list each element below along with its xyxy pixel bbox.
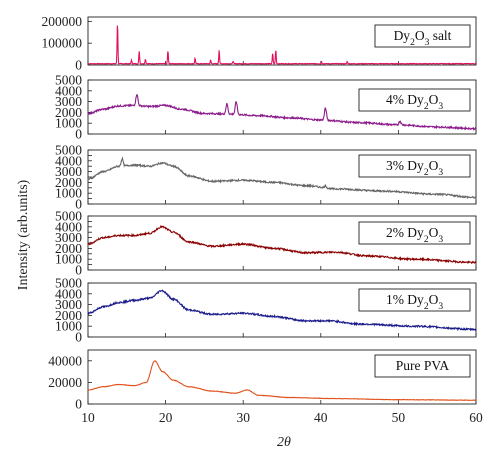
y-tick-label: 1000 bbox=[55, 116, 82, 131]
x-tick-label: 50 bbox=[392, 410, 406, 425]
y-tick-label: 0 bbox=[75, 197, 82, 212]
y-tick-label: 5000 bbox=[55, 73, 82, 88]
legend-box bbox=[358, 221, 471, 245]
x-tick-label: 40 bbox=[314, 410, 328, 425]
y-tick-label: 200000 bbox=[42, 14, 83, 29]
y-tick-label: 0 bbox=[75, 58, 82, 73]
y-tick-label: 5000 bbox=[55, 209, 82, 224]
legend-label: Dy2O3 salt bbox=[394, 28, 452, 48]
y-tick-label: 3000 bbox=[55, 297, 82, 312]
y-tick-label: 4000 bbox=[55, 219, 82, 234]
x-axis-title: 2θ bbox=[277, 435, 291, 450]
series-line bbox=[87, 224, 477, 265]
y-tick-label: 3000 bbox=[55, 230, 82, 245]
series-line bbox=[87, 289, 477, 332]
legend-label: 2% Dy2O3 bbox=[386, 225, 443, 245]
y-tick-label: 1000 bbox=[55, 186, 82, 201]
series-line bbox=[87, 360, 477, 402]
x-tick-label: 10 bbox=[81, 410, 95, 425]
x-tick-label: 60 bbox=[469, 410, 483, 425]
y-tick-label: 0 bbox=[75, 330, 82, 345]
y-tick-label: 4000 bbox=[55, 83, 82, 98]
y-tick-label: 0 bbox=[75, 263, 82, 278]
y-tick-label: 2000 bbox=[55, 308, 82, 323]
legend-box bbox=[374, 354, 471, 378]
y-tick-label: 1000 bbox=[55, 319, 82, 334]
y-tick-label: 4000 bbox=[55, 153, 82, 168]
y-tick-label: 0 bbox=[75, 127, 82, 142]
x-tick-label: 20 bbox=[159, 410, 173, 425]
legend-box bbox=[358, 88, 471, 112]
legend-label: 4% Dy2O3 bbox=[386, 92, 443, 112]
y-axis-title: Intensity (arb.units) bbox=[16, 179, 31, 290]
y-tick-label: 2000 bbox=[55, 175, 82, 190]
y-tick-label: 5000 bbox=[55, 276, 82, 291]
series-line bbox=[87, 94, 477, 131]
y-tick-label: 20000 bbox=[48, 375, 82, 390]
y-tick-label: 3000 bbox=[55, 164, 82, 179]
y-tick-label: 40000 bbox=[48, 353, 82, 368]
y-tick-label: 2000 bbox=[55, 105, 82, 120]
series-line bbox=[87, 25, 477, 65]
y-tick-label: 5000 bbox=[55, 143, 82, 158]
y-tick-label: 100000 bbox=[42, 36, 83, 51]
panel-frame bbox=[87, 349, 477, 405]
y-tick-label: 0 bbox=[75, 397, 82, 412]
y-tick-label: 2000 bbox=[55, 241, 82, 256]
x-axis: 10 20 30 40 50 60 bbox=[81, 410, 483, 425]
panel-frame bbox=[87, 16, 477, 66]
panel-frame bbox=[87, 282, 477, 338]
legend-box bbox=[358, 154, 471, 178]
legend-box bbox=[358, 288, 471, 312]
legend-label: 3% Dy2O3 bbox=[386, 158, 443, 178]
y-tick-label: 4000 bbox=[55, 286, 82, 301]
panel-1: 0 100000 200000 Dy2O3 salt bbox=[42, 14, 477, 73]
x-tick-label: 30 bbox=[236, 410, 250, 425]
panel-frame bbox=[87, 79, 477, 135]
y-tick-label: 1000 bbox=[55, 252, 82, 267]
y-tick-label: 3000 bbox=[55, 94, 82, 109]
legend-label: Pure PVA bbox=[396, 358, 450, 373]
legend-box bbox=[374, 24, 471, 48]
panel-6: 0 20000 40000 Pure PVA bbox=[48, 349, 477, 412]
legend-label: 1% Dy2O3 bbox=[386, 292, 443, 312]
series-line bbox=[87, 156, 477, 200]
